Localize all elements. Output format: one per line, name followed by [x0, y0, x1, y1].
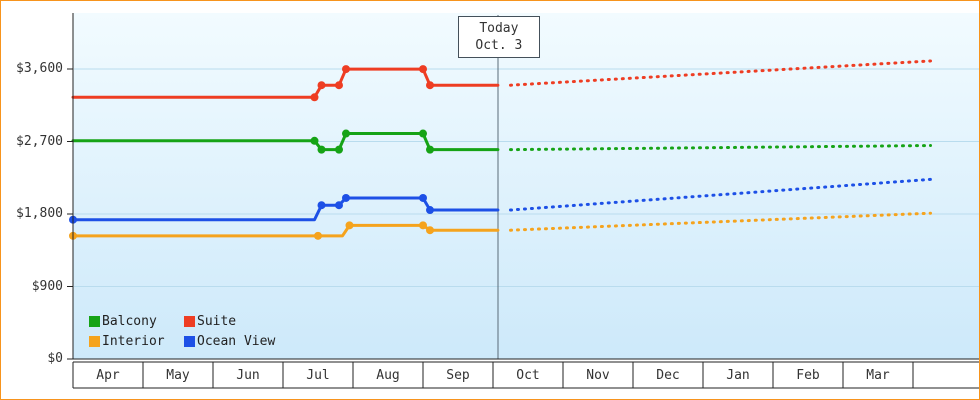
series-balcony-marker — [335, 145, 343, 154]
legend-label: Suite — [197, 313, 237, 329]
legend-row: Balcony Suite — [89, 311, 275, 331]
legend-row: Interior Ocean View — [89, 331, 275, 351]
series-suite-marker — [317, 81, 326, 90]
series-interior-marker — [314, 231, 322, 240]
legend-item-ocean-view: Ocean View — [184, 334, 275, 349]
today-flag-date: Oct. 3 — [475, 38, 523, 53]
legend-swatch-icon — [184, 335, 195, 347]
series-suite-marker — [335, 81, 343, 90]
series-balcony-marker — [342, 129, 350, 138]
today-flag-title: Today — [479, 21, 519, 36]
series-ocean-view-marker — [317, 201, 326, 210]
series-ocean-view-marker — [342, 193, 350, 202]
series-suite-forecast-line — [509, 59, 932, 87]
legend-label: Ocean View — [197, 333, 276, 349]
series-ocean-view-marker — [335, 201, 343, 210]
legend-item-balcony: Balcony — [89, 314, 184, 329]
legend-label: Balcony — [102, 313, 157, 329]
series-ocean-view-marker — [426, 206, 434, 215]
series-interior-marker — [419, 221, 427, 230]
series-ocean-view-forecast-line — [509, 177, 932, 212]
legend-swatch-icon — [184, 315, 195, 327]
today-flag: Today Oct. 3 — [457, 16, 540, 58]
series-balcony-forecast-line — [509, 144, 932, 152]
legend-label: Interior — [102, 333, 165, 349]
series-ocean-view-history-line — [71, 196, 500, 222]
series-interior-marker — [426, 226, 434, 235]
series-balcony-marker — [419, 129, 427, 138]
series-balcony-marker — [426, 145, 434, 154]
plot-area — [73, 13, 979, 359]
series-balcony-marker — [317, 145, 326, 154]
legend-item-suite: Suite — [184, 314, 236, 329]
series-suite-marker — [310, 93, 319, 102]
legend-item-interior: Interior — [89, 334, 184, 349]
series-suite-marker — [426, 81, 434, 90]
series-suite-marker — [342, 65, 350, 74]
series-interior-marker — [345, 221, 354, 230]
legend: Balcony Suite Interior Ocean View — [89, 311, 275, 351]
legend-swatch-icon — [89, 335, 100, 347]
series-interior-forecast-line — [509, 211, 932, 232]
series-balcony-marker — [310, 136, 319, 145]
series-ocean-view-marker — [419, 193, 427, 202]
series-suite-marker — [419, 65, 427, 74]
legend-swatch-icon — [89, 315, 100, 327]
series-suite-history-line — [71, 67, 500, 99]
series-interior-history-line — [71, 223, 500, 238]
